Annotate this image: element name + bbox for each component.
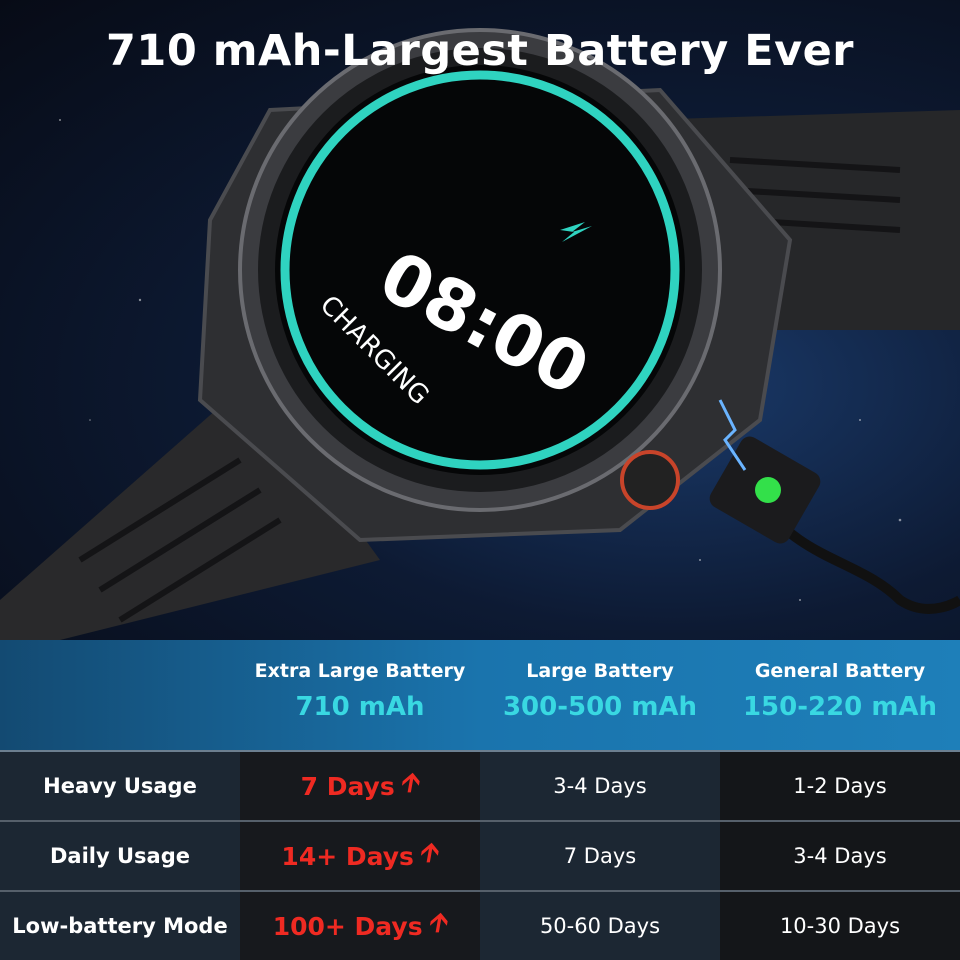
- column-header-large: Large Battery 300-500 mAh: [480, 640, 720, 750]
- crown-button: [620, 450, 680, 510]
- headline: 710 mAh-Largest Battery Ever: [105, 26, 854, 76]
- charging-led: [755, 477, 781, 503]
- up-arrow-icon: 🡩: [417, 838, 442, 868]
- cell-value: 100+ Days: [272, 911, 423, 941]
- column-capacity: 150-220 mAh: [742, 692, 938, 722]
- lightning-icon: [560, 222, 592, 242]
- highlight-cell: 14+ Days 🡩: [240, 822, 480, 890]
- cell-value: 7 Days: [300, 771, 395, 801]
- column-header-extra-large: Extra Large Battery 710 mAh: [240, 640, 480, 750]
- table-header: Extra Large Battery 710 mAh Large Batter…: [0, 640, 960, 752]
- table-row-heavy-usage: Heavy Usage 7 Days 🡩 3-4 Days 1-2 Days: [0, 752, 960, 822]
- row-label: Daily Usage: [0, 822, 240, 890]
- highlight-cell: 7 Days 🡩: [240, 752, 480, 820]
- battery-comparison-table: Extra Large Battery 710 mAh Large Batter…: [0, 640, 960, 960]
- table-cell: 50-60 Days: [480, 892, 720, 960]
- column-name: Large Battery: [526, 660, 674, 682]
- highlight-cell: 100+ Days 🡩: [240, 892, 480, 960]
- column-capacity: 710 mAh: [295, 692, 425, 722]
- product-hero: 08:00 CHARGING 710 mAh-Largest Battery E…: [0, 0, 960, 640]
- table-row-daily-usage: Daily Usage 14+ Days 🡩 7 Days 3-4 Days: [0, 822, 960, 892]
- cell-value: 14+ Days: [281, 841, 414, 871]
- row-label: Heavy Usage: [0, 752, 240, 820]
- table-row-low-battery-mode: Low-battery Mode 100+ Days 🡩 50-60 Days 1…: [0, 892, 960, 960]
- column-capacity: 300-500 mAh: [502, 692, 698, 722]
- column-name: General Battery: [754, 660, 926, 682]
- table-cell: 3-4 Days: [480, 752, 720, 820]
- column-name: Extra Large Battery: [254, 660, 466, 682]
- row-label: Low-battery Mode: [0, 892, 240, 960]
- table-cell: 3-4 Days: [720, 822, 960, 890]
- watch-screen: [275, 65, 685, 475]
- column-header-general: General Battery 150-220 mAh: [720, 640, 960, 750]
- table-cell: 7 Days: [480, 822, 720, 890]
- smartwatch-illustration: [0, 28, 960, 640]
- table-cell: 1-2 Days: [720, 752, 960, 820]
- up-arrow-icon: 🡩: [426, 908, 451, 938]
- up-arrow-icon: 🡩: [398, 768, 423, 798]
- charging-ring: [280, 70, 680, 470]
- table-cell: 10-30 Days: [720, 892, 960, 960]
